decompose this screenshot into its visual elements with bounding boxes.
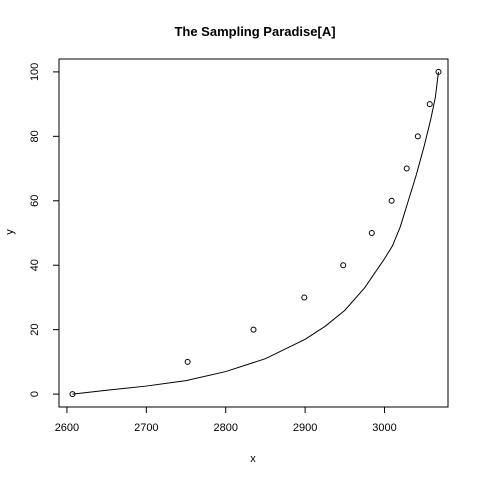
y-axis: 0 20 40 60 80 100 xyxy=(29,63,60,397)
plot-frame xyxy=(58,58,449,408)
x-tick-label: 2800 xyxy=(213,422,237,434)
data-point xyxy=(69,391,76,398)
data-point xyxy=(340,262,347,269)
x-axis: 2600 2700 2800 2900 3000 xyxy=(55,406,397,434)
y-tick-label: 20 xyxy=(29,324,41,336)
data-point xyxy=(301,294,308,301)
y-tick-label: 60 xyxy=(29,195,41,207)
data-point xyxy=(184,358,191,365)
x-tick-label: 3000 xyxy=(372,422,396,434)
data-points xyxy=(69,68,442,398)
chart-title: The Sampling Paradise[A] xyxy=(174,24,335,39)
x-axis-label: x xyxy=(250,453,256,465)
data-point xyxy=(426,101,433,108)
y-tick-label: 40 xyxy=(29,259,41,271)
y-axis-label: y xyxy=(4,229,16,235)
y-tick-label: 100 xyxy=(29,63,41,81)
y-tick-label: 80 xyxy=(29,130,41,142)
data-point xyxy=(368,230,375,236)
data-point xyxy=(435,68,442,75)
data-point xyxy=(250,326,257,333)
fitted-curve xyxy=(72,71,439,395)
data-point xyxy=(403,165,410,172)
x-tick-label: 2600 xyxy=(55,422,79,434)
x-tick-label: 2900 xyxy=(293,422,317,434)
y-tick-label: 0 xyxy=(29,391,41,397)
data-point xyxy=(388,197,395,204)
data-point xyxy=(414,133,421,140)
x-tick-label: 2700 xyxy=(134,422,158,434)
